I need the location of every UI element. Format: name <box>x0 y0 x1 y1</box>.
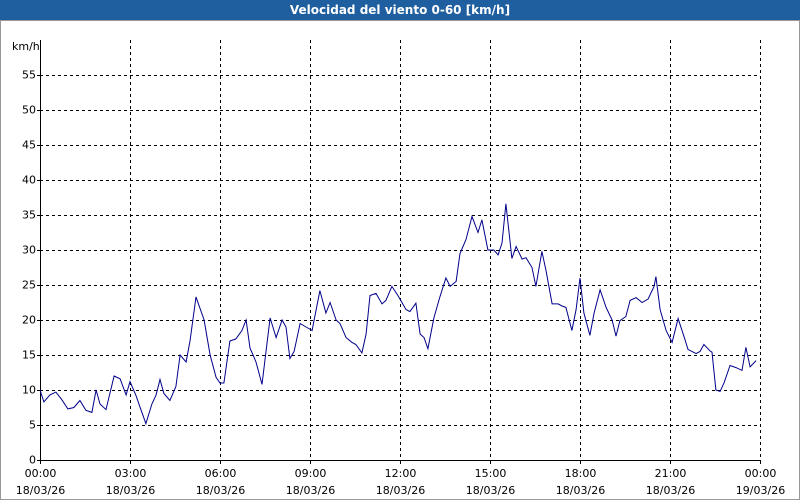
title-bar: Velocidad del viento 0-60 [km/h] <box>0 0 800 20</box>
y-tick-label: 55 <box>22 69 36 82</box>
x-tick-label: 21:00 <box>655 467 687 480</box>
y-tick-label: 40 <box>22 174 36 187</box>
wind-line <box>39 203 757 426</box>
y-tick-label: 15 <box>22 349 36 362</box>
y-tick-label: 35 <box>22 209 36 222</box>
y-tick-label: 10 <box>22 384 36 397</box>
x-tick-date: 18/03/26 <box>196 484 245 497</box>
x-tick-label: 03:00 <box>115 467 147 480</box>
x-tick-label: 06:00 <box>205 467 237 480</box>
x-tick-date: 18/03/26 <box>646 484 695 497</box>
y-tick-label: 20 <box>22 314 36 327</box>
y-tick-label: 50 <box>22 104 36 117</box>
y-tick-label: 45 <box>22 139 36 152</box>
x-tick-date: 18/03/26 <box>286 484 335 497</box>
x-tick-date: 18/03/26 <box>556 484 605 497</box>
y-tick-label: 0 <box>29 454 36 467</box>
x-tick-label: 15:00 <box>475 467 507 480</box>
x-tick-date: 18/03/26 <box>466 484 515 497</box>
chart: km/h 0 5 10 15 20 25 30 35 40 45 50 55 00:00 18/03/26… <box>0 20 800 500</box>
x-tick-date: 18/03/26 <box>106 484 155 497</box>
frame <box>0 20 800 500</box>
x-tick-date: 19/03/26 <box>736 484 785 497</box>
x-tick-date: 18/03/26 <box>16 484 65 497</box>
y-axis-label: km/h <box>12 40 40 53</box>
x-tick-label: 18:00 <box>565 467 597 480</box>
y-tick-label: 30 <box>22 244 36 257</box>
y-tick-label: 5 <box>29 419 36 432</box>
y-tick-label: 25 <box>22 279 36 292</box>
x-tick-label: 00:00 <box>745 467 777 480</box>
x-tick-date: 18/03/26 <box>376 484 425 497</box>
x-tick-label: 12:00 <box>385 467 417 480</box>
x-tick-label: 09:00 <box>295 467 327 480</box>
x-tick-label: 00:00 <box>25 467 57 480</box>
